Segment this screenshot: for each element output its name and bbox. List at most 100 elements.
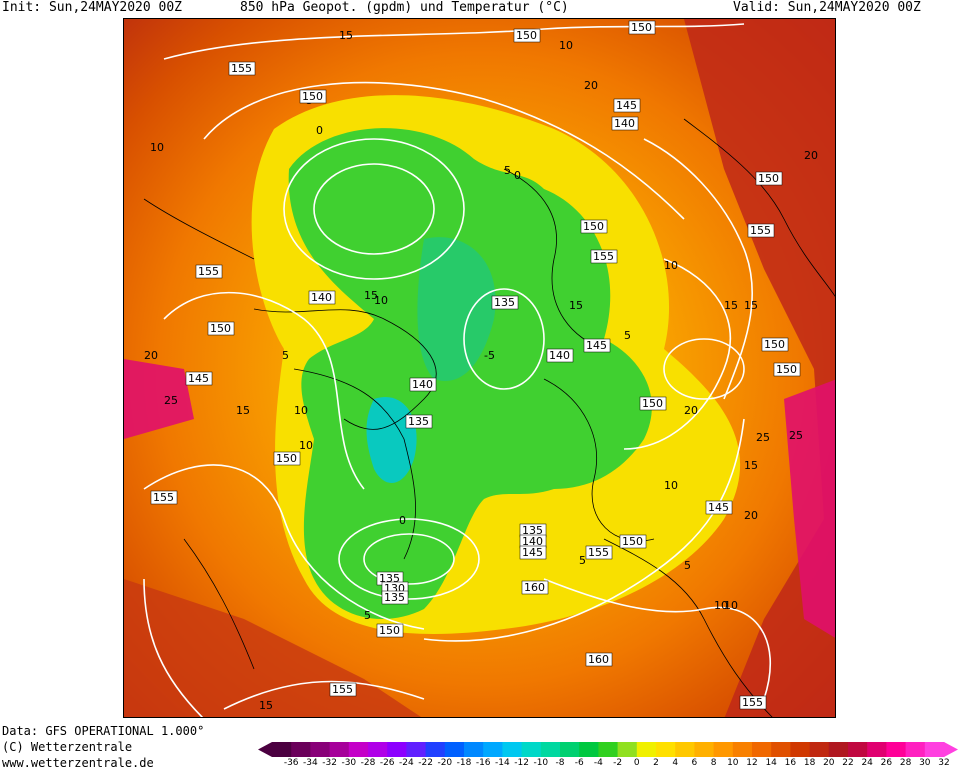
legend-tick-label: -6	[574, 758, 584, 768]
isotherm-label: 10	[374, 294, 388, 307]
legend-tick-label: 4	[672, 758, 679, 768]
legend-tick-label: 22	[842, 758, 854, 768]
isotherm-label: 15	[744, 459, 758, 472]
legend-swatch	[425, 742, 446, 757]
isotherm-label: 5	[282, 349, 289, 362]
legend-swatch	[464, 742, 484, 757]
legend-arrow-low	[258, 742, 272, 757]
legend-tick-label: 12	[746, 758, 758, 768]
coastlines	[143, 118, 835, 717]
legend-tick-label: -24	[399, 758, 414, 768]
geopotential-label: 150	[758, 172, 779, 185]
cold-pocket-center	[366, 397, 417, 483]
legend-swatch	[867, 742, 887, 757]
geopotential-label: 140	[522, 535, 543, 548]
isotherm-label: 10	[294, 404, 308, 417]
isotherm-label: 15	[724, 299, 738, 312]
legend-tick-label: 30	[919, 758, 931, 768]
legend-tick-label: -26	[379, 758, 395, 768]
isotherm-label: 25	[164, 394, 178, 407]
legend-swatch	[790, 742, 811, 757]
geopotential-label: 155	[153, 491, 174, 504]
legend-tick-label: 16	[784, 758, 797, 768]
legend-swatch	[291, 742, 311, 757]
legend-tick-label: -4	[593, 758, 603, 768]
geopotential-label: 145	[522, 546, 543, 559]
isotherm-label: 20	[584, 79, 598, 92]
legend-swatch	[444, 742, 465, 757]
geopotential-label: 150	[516, 29, 537, 42]
legend-tick-label: -14	[495, 758, 510, 768]
legend-tick-label: -10	[533, 758, 549, 768]
legend-swatch	[598, 742, 619, 757]
legend-swatch	[848, 742, 868, 757]
legend-tick-label: 8	[710, 758, 717, 768]
geopotential-label: 155	[231, 62, 252, 75]
geopotential-label: 150	[302, 90, 323, 103]
legend-tick-label: -2	[613, 758, 623, 768]
website-url: www.wetterzentrale.de	[2, 756, 154, 770]
isotherm-label: 10	[664, 479, 678, 492]
legend-tick-label: -28	[360, 758, 376, 768]
legend-swatch	[348, 742, 369, 757]
legend-tick-label: -32	[322, 758, 337, 768]
hot-region-east	[784, 379, 835, 638]
isotherm-label: 20	[804, 149, 818, 162]
legend-arrow-high	[944, 742, 958, 757]
legend-tick-label: 18	[803, 758, 816, 768]
copyright: (C) Wetterzentrale	[2, 740, 133, 754]
legend-tick-label: -22	[418, 758, 433, 768]
legend-tick-label: -36	[283, 758, 299, 768]
legend-swatch	[886, 742, 907, 757]
isotherm-label: 10	[150, 141, 164, 154]
geopotential-label: 145	[188, 372, 209, 385]
isotherm-label: 15	[569, 299, 583, 312]
legend-tick-label: 10	[727, 758, 739, 768]
isotherm-label: 5	[684, 559, 691, 572]
legend-swatch	[694, 742, 715, 757]
isotherm-labels: 15 10 5 0 5 10 15 20 25 15 10 5 0 -5 5 1…	[144, 29, 818, 712]
isotherm-label: 10	[714, 599, 728, 612]
legend-tick-label: -16	[475, 758, 491, 768]
warm-region-east	[684, 19, 835, 717]
legend-swatch	[905, 742, 926, 757]
geopotential-label: 145	[616, 99, 637, 112]
geopotential-label: 135	[408, 415, 429, 428]
isotherm-label: 10	[664, 259, 678, 272]
legend-swatch	[272, 742, 292, 757]
geopotential-label: 140	[311, 291, 332, 304]
isotherm-label: 15	[259, 699, 273, 712]
geopotential-label: 155	[742, 696, 763, 709]
weather-map: 15 10 5 0 5 10 15 20 25 15 10 5 0 -5 5 1…	[123, 18, 836, 718]
legend-swatch	[540, 742, 561, 757]
isotherm-label: 25	[789, 429, 803, 442]
geopotential-label: 140	[412, 378, 433, 391]
isotherm-label: 20	[144, 349, 158, 362]
legend-tick-label: 20	[823, 758, 835, 768]
map-canvas: 15 10 5 0 5 10 15 20 25 15 10 5 0 -5 5 1…	[124, 19, 835, 717]
geopotential-label: 140	[549, 349, 570, 362]
isotherm-label: 5	[579, 554, 586, 567]
isotherm-label: 25	[756, 431, 770, 444]
legend-swatch	[732, 742, 753, 757]
legend-tick-label: 14	[765, 758, 777, 768]
legend-tick-label: 6	[691, 758, 698, 768]
legend-swatch	[579, 742, 599, 757]
legend-swatch	[329, 742, 350, 757]
legend-tick-label: 2	[653, 758, 659, 768]
legend-tick-label: -12	[514, 758, 529, 768]
geopotential-labels: 150 150 155 150 145 140 150 155 155 140 …	[150, 20, 801, 710]
legend-tick-label: 32	[938, 758, 950, 768]
isotherm-label: 0	[316, 124, 323, 137]
legend-swatch	[521, 742, 542, 757]
legend-swatch	[675, 742, 695, 757]
legend-tick-label: -30	[341, 758, 357, 768]
legend-swatch	[809, 742, 830, 757]
geopotential-label: 150	[276, 452, 297, 465]
legend-tick-label: 0	[633, 758, 640, 768]
geopotential-label: 150	[631, 21, 652, 34]
color-legend-ticks: -36 -34 -32 -30 -28 -26 -24 -22 -20 -18 -16 -14 -12-…	[258, 758, 958, 770]
hot-region-west	[124, 359, 194, 439]
legend-tick-label: -8	[555, 758, 565, 768]
color-legend-bar	[258, 742, 958, 757]
